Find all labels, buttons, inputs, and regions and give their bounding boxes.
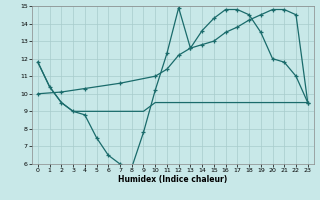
X-axis label: Humidex (Indice chaleur): Humidex (Indice chaleur): [118, 175, 228, 184]
